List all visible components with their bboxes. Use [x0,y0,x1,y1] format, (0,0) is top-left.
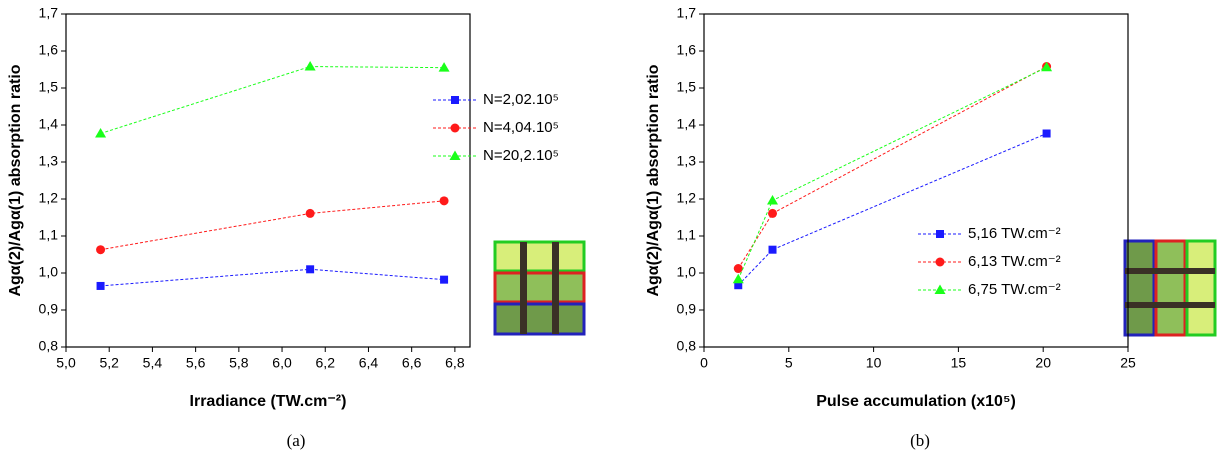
y-tick-label: 1,5 [39,79,59,95]
marker [440,275,449,284]
y-tick-label: 1,7 [39,5,59,21]
x-axis-title: Irradiance (TW.cm⁻²) [190,393,347,410]
legend-label: 6,13 TW.cm⁻² [968,253,1061,270]
x-tick-label: 6,6 [402,355,422,371]
y-tick-label: 1,3 [677,153,697,169]
x-tick-label: 5,4 [143,355,163,371]
x-tick-label: 25 [1120,355,1136,371]
marker [1042,129,1051,138]
x-tick-label: 6,4 [359,355,379,371]
marker [96,245,106,255]
series-line [737,133,1047,286]
x-tick-label: 5,0 [56,355,76,371]
y-tick-label: 1,3 [39,153,59,169]
marker [304,61,316,71]
x-tick-label: 10 [866,355,882,371]
y-axis-title: Agα(2)/Agα(1) absorption ratio [645,64,662,296]
series-line [100,268,445,287]
x-tick-label: 5,8 [229,355,249,371]
y-tick-label: 1,0 [677,264,697,280]
x-tick-label: 6,0 [272,355,292,371]
x-tick-label: 5 [785,355,793,371]
legend-label: 6,75 TW.cm⁻² [968,281,1061,298]
marker [767,194,779,205]
legend-marker [935,257,945,267]
y-tick-label: 1,2 [677,190,697,206]
marker [96,281,105,290]
sample-thumbnails [493,240,586,336]
y-tick-label: 1,2 [39,190,59,206]
y-tick-label: 1,1 [39,227,59,243]
y-tick-label: 1,0 [39,264,59,280]
marker [734,281,743,290]
x-tick-label: 15 [951,355,967,371]
marker [1041,61,1053,72]
y-tick-label: 1,6 [39,42,59,58]
legend-label: N=20,2.10⁵ [483,147,559,164]
marker [768,208,778,218]
legend-label: N=2,02.10⁵ [483,91,559,108]
y-tick-label: 1,4 [39,116,59,132]
y-tick-label: 1,7 [677,5,697,21]
x-tick-label: 6,8 [445,355,465,371]
y-tick-label: 0,9 [677,301,697,317]
caption: (a) [287,431,306,450]
series-line [737,66,1047,280]
legend-marker [451,96,459,104]
marker [733,264,743,274]
marker [732,273,744,284]
y-tick-label: 1,1 [677,227,697,243]
legend-label: N=4,04.10⁵ [483,119,559,136]
series-line [737,66,1047,269]
x-tick-label: 5,6 [186,355,206,371]
marker [305,208,315,218]
y-tick-label: 1,6 [677,42,697,58]
legend-marker [934,284,946,294]
x-tick-label: 5,2 [99,355,119,371]
plot-frame [65,13,471,348]
marker [768,245,777,254]
legend-marker [936,230,944,238]
legend-marker [449,150,461,160]
sample-thumbnails [1123,239,1217,337]
y-tick-label: 0,8 [677,338,697,354]
y-tick-label: 0,8 [39,338,59,354]
x-tick-label: 0 [700,355,708,371]
legend-label: 5,16 TW.cm⁻² [968,225,1061,242]
series-line [100,66,445,134]
y-axis-title: Agα(2)/Agα(1) absorption ratio [7,64,24,296]
marker [95,128,107,138]
x-axis-title: Pulse accumulation (x10⁵) [816,393,1016,410]
y-tick-label: 1,4 [677,116,697,132]
marker [439,196,449,206]
series-line [100,200,445,251]
caption: (b) [910,431,930,450]
y-tick-label: 0,9 [39,301,59,317]
marker [306,265,315,274]
y-tick-label: 1,5 [677,79,697,95]
legend-marker [450,123,460,133]
plot-frame [703,13,1129,348]
marker [438,62,450,72]
x-tick-label: 6,2 [316,355,336,371]
x-tick-label: 20 [1035,355,1051,371]
